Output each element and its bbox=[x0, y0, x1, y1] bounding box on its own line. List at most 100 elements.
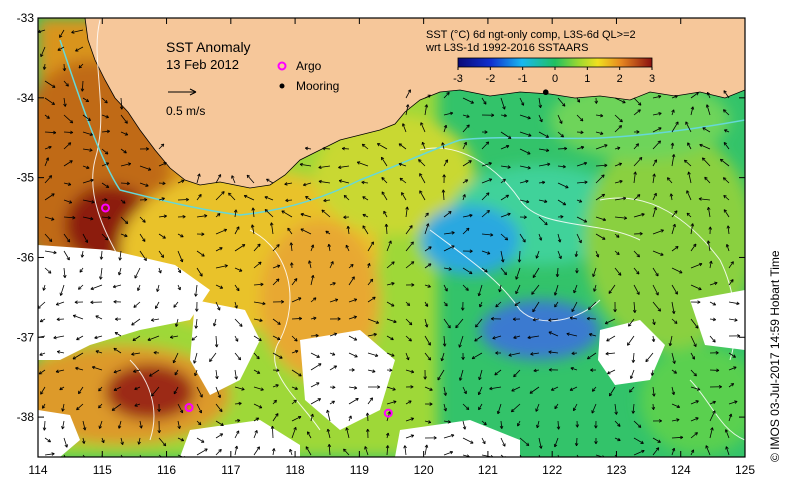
current-arrow bbox=[588, 333, 597, 337]
current-arrow bbox=[326, 428, 331, 439]
current-arrow bbox=[234, 430, 240, 439]
current-arrow bbox=[291, 278, 298, 286]
current-arrow bbox=[652, 250, 664, 256]
current-arrow bbox=[494, 369, 502, 376]
current-arrow bbox=[683, 159, 692, 167]
current-arrow bbox=[82, 233, 89, 243]
current-arrow bbox=[82, 216, 94, 221]
x-tick-label: 121 bbox=[478, 463, 498, 477]
current-arrow bbox=[668, 335, 673, 347]
current-arrow bbox=[361, 180, 369, 185]
current-arrow bbox=[386, 301, 395, 307]
current-arrow bbox=[557, 233, 562, 243]
current-arrow bbox=[614, 267, 622, 276]
current-arrow bbox=[215, 247, 223, 252]
current-arrow bbox=[573, 284, 578, 294]
current-arrow bbox=[291, 349, 299, 354]
current-arrow bbox=[424, 104, 429, 116]
current-arrow bbox=[629, 386, 635, 393]
current-arrow bbox=[233, 209, 238, 218]
current-arrow bbox=[137, 437, 141, 445]
current-arrow bbox=[117, 267, 122, 276]
current-arrow bbox=[419, 190, 426, 201]
current-arrow bbox=[424, 284, 431, 288]
current-arrow bbox=[329, 332, 338, 337]
current-arrow bbox=[367, 262, 371, 269]
current-arrow bbox=[690, 262, 703, 269]
current-arrow bbox=[131, 352, 141, 356]
colorbar-title-line2: wrt L3S-1d 1992-2016 SSTAARS bbox=[425, 42, 588, 54]
current-arrow bbox=[728, 413, 733, 422]
current-arrow bbox=[44, 233, 53, 242]
argo-legend-label: Argo bbox=[296, 59, 322, 73]
mooring-legend-label: Mooring bbox=[296, 79, 339, 93]
current-arrow bbox=[709, 351, 719, 355]
current-arrow bbox=[63, 142, 72, 150]
current-arrow bbox=[139, 197, 148, 202]
current-arrow bbox=[728, 334, 741, 338]
current-arrow bbox=[367, 241, 374, 252]
current-arrow bbox=[671, 109, 675, 116]
current-arrow bbox=[571, 301, 578, 313]
current-arrow bbox=[386, 335, 394, 341]
current-arrow bbox=[289, 242, 294, 252]
current-arrow bbox=[79, 267, 84, 273]
current-arrow bbox=[75, 46, 84, 52]
current-arrow bbox=[586, 316, 597, 321]
current-arrow bbox=[519, 179, 529, 184]
current-arrow bbox=[512, 317, 521, 321]
current-arrow bbox=[345, 427, 350, 439]
current-arrow bbox=[63, 454, 66, 457]
current-arrow bbox=[101, 114, 109, 119]
current-arrow bbox=[652, 127, 662, 133]
velocity-scale: 0.5 m/s bbox=[166, 88, 205, 118]
current-arrow bbox=[234, 418, 241, 423]
current-arrow bbox=[405, 417, 414, 422]
current-arrow bbox=[699, 143, 711, 150]
current-arrow bbox=[329, 298, 339, 303]
current-arrow bbox=[571, 351, 578, 356]
current-arrow bbox=[300, 228, 312, 235]
current-arrow bbox=[386, 282, 395, 286]
current-arrow bbox=[196, 214, 208, 218]
current-arrow bbox=[475, 318, 483, 328]
current-arrow bbox=[405, 89, 411, 99]
current-arrow bbox=[669, 193, 674, 201]
current-arrow bbox=[386, 352, 395, 357]
marker-legend: Argo Mooring bbox=[277, 59, 339, 93]
current-arrow bbox=[652, 437, 661, 443]
current-arrow bbox=[101, 233, 109, 241]
current-arrow bbox=[362, 196, 369, 201]
current-arrow bbox=[343, 194, 350, 201]
current-arrow bbox=[272, 300, 284, 304]
current-arrow bbox=[651, 335, 656, 342]
current-arrow bbox=[156, 284, 160, 292]
current-arrow bbox=[44, 114, 50, 119]
current-arrow bbox=[209, 352, 217, 362]
current-arrow bbox=[671, 447, 676, 456]
current-arrow bbox=[253, 369, 261, 374]
current-arrow bbox=[234, 401, 242, 406]
current-arrow bbox=[44, 267, 52, 274]
current-arrow bbox=[253, 301, 266, 306]
current-arrow bbox=[671, 210, 678, 218]
current-arrow bbox=[554, 301, 559, 308]
current-arrow bbox=[419, 173, 426, 184]
current-arrow bbox=[177, 420, 181, 429]
current-arrow bbox=[132, 335, 141, 342]
current-arrow bbox=[576, 454, 579, 457]
current-arrow bbox=[462, 124, 470, 133]
current-arrow bbox=[385, 445, 390, 456]
current-arrow bbox=[671, 95, 678, 99]
current-arrow bbox=[304, 146, 312, 151]
current-arrow bbox=[690, 92, 699, 99]
current-arrow bbox=[513, 369, 521, 378]
current-arrow bbox=[500, 113, 507, 118]
current-arrow bbox=[348, 264, 354, 269]
current-arrow bbox=[557, 214, 564, 219]
current-arrow bbox=[652, 94, 662, 99]
current-arrow bbox=[120, 131, 129, 136]
current-arrow bbox=[215, 301, 221, 311]
current-arrow bbox=[670, 142, 675, 150]
